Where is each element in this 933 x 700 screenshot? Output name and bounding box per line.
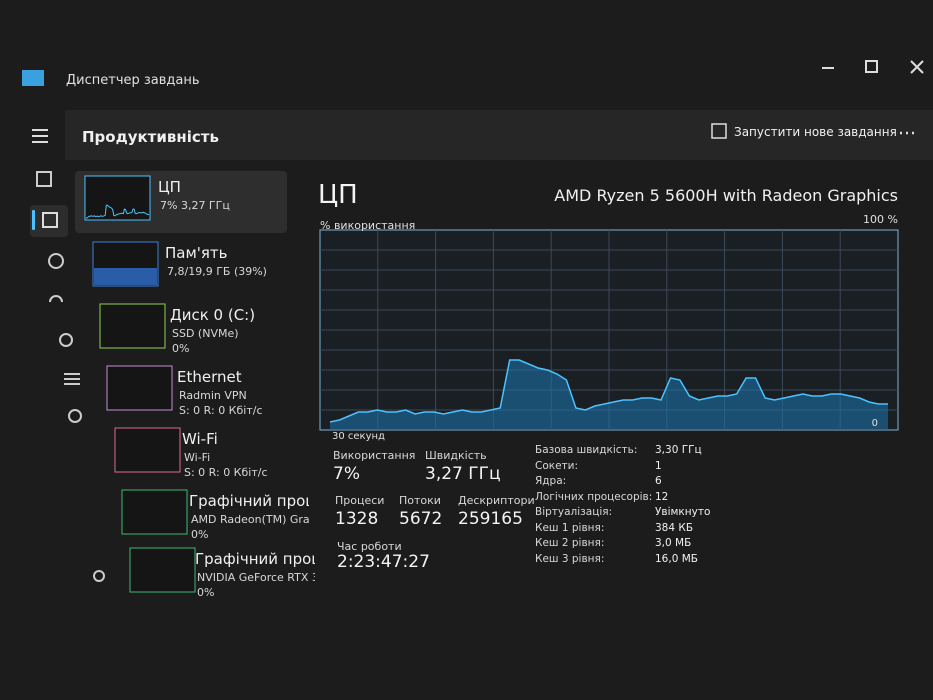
- detail-value: 3,30 ГГц: [655, 444, 702, 456]
- stat-value: 259165: [458, 509, 523, 529]
- device-detail: 7,8/19,9 ГБ (39%): [167, 265, 267, 278]
- nav-performance[interactable]: [42, 212, 58, 228]
- detail-value: 3,0 МБ: [655, 537, 692, 549]
- stat-value: 2:23:47:27: [337, 552, 430, 572]
- device-detail: 7% 3,27 ГГц: [160, 199, 230, 212]
- device-name[interactable]: Пам'ять: [165, 244, 228, 262]
- device-detail: AMD Radeon(TM) Grapl: [191, 513, 309, 526]
- stat-label: Використання: [333, 449, 416, 462]
- cpu-model: AMD Ryzen 5 5600H with Radeon Graphics: [554, 186, 898, 205]
- menu-button[interactable]: [32, 129, 48, 143]
- device-name[interactable]: Wi-Fi: [182, 430, 218, 448]
- window-title: Диспетчер завдань: [66, 73, 200, 88]
- device-name[interactable]: ЦП: [158, 178, 181, 196]
- maximize-button[interactable]: [865, 60, 878, 73]
- detail-label: Базова швидкість:: [535, 444, 638, 456]
- detail-value: 1: [655, 459, 662, 472]
- memory-fill: [94, 268, 157, 285]
- stat-label: Час роботи: [337, 540, 402, 553]
- header-bar: [65, 110, 933, 160]
- page-title: Продуктивність: [82, 128, 219, 146]
- graph-max-label: 100 %: [863, 213, 898, 226]
- nav-settings[interactable]: [93, 570, 105, 582]
- device-detail: SSD (NVMe): [172, 327, 239, 340]
- nav-startup[interactable]: [49, 295, 63, 303]
- usage-line: [329, 359, 888, 423]
- cpu-title: ЦП: [318, 180, 358, 210]
- stat-value: 7%: [333, 464, 360, 484]
- device-name[interactable]: Графічний проце: [195, 550, 315, 568]
- detail-value: 6: [655, 475, 662, 487]
- device-detail: Wi-Fi: [184, 451, 211, 464]
- detail-value: 384 КБ: [655, 521, 694, 534]
- device-name[interactable]: Ethernet: [177, 368, 242, 386]
- detail-value: 16,0 МБ: [655, 552, 698, 565]
- device-detail: NVIDIA GeForce RTX 305: [197, 571, 315, 584]
- device-detail: S: 0 R: 0 Кбіт/с: [179, 404, 263, 417]
- stat-value: 1328: [335, 509, 379, 529]
- stat-label: Процеси: [335, 494, 385, 507]
- device-thumbnail: [106, 365, 173, 411]
- graph-label: % використання: [320, 219, 416, 232]
- stat-value: 5672: [399, 509, 443, 529]
- stat-label: Дескриптори: [458, 494, 535, 507]
- stat-label: Швидкість: [425, 449, 487, 462]
- device-name[interactable]: Диск 0 (C:): [170, 306, 256, 324]
- detail-label: Кеш 3 рівня:: [535, 552, 605, 565]
- detail-label: Кеш 1 рівня:: [535, 521, 605, 534]
- app-icon: [22, 70, 44, 86]
- nav-selected-bg: [30, 205, 68, 237]
- close-button[interactable]: [910, 60, 924, 74]
- nav-users[interactable]: [59, 333, 73, 347]
- graph-min-label: 0: [871, 418, 878, 429]
- detail-label: Кеш 2 рівня:: [535, 537, 605, 549]
- nav-details[interactable]: [64, 373, 80, 385]
- device-thumbnail: [114, 427, 181, 473]
- run-task-button[interactable]: Запустити нове завдання: [734, 125, 897, 139]
- thumbnail-line: [85, 204, 149, 219]
- device-detail: S: 0 R: 0 Кбіт/с: [184, 466, 268, 479]
- nav-history[interactable]: [48, 253, 64, 269]
- detail-label: Сокети:: [535, 459, 579, 472]
- device-thumbnail: [121, 489, 188, 535]
- device-thumbnail: [84, 175, 151, 221]
- stat-label: Потоки: [399, 494, 441, 507]
- device-detail: 0%: [191, 528, 209, 541]
- device-detail: 0%: [197, 586, 215, 599]
- device-thumbnail: [99, 303, 166, 349]
- graph-time-label: 30 секунд: [332, 431, 385, 442]
- detail-label: Віртуалізація:: [535, 506, 613, 518]
- device-detail: Radmin VPN: [179, 389, 247, 402]
- device-name[interactable]: Графічний проце: [189, 492, 309, 510]
- detail-value: Увімкнуто: [655, 506, 711, 518]
- detail-label: Ядра:: [535, 475, 567, 487]
- stat-value: 3,27 ГГц: [425, 464, 501, 484]
- detail-label: Логічних процесорів:: [535, 490, 653, 503]
- run-task-icon: [711, 123, 727, 139]
- device-thumbnail: [129, 547, 196, 593]
- device-detail: 0%: [172, 342, 190, 355]
- nav-processes[interactable]: [36, 171, 52, 187]
- detail-value: 12: [655, 490, 669, 503]
- nav-indicator: [32, 210, 35, 230]
- usage-area: [330, 360, 888, 430]
- nav-services[interactable]: [68, 409, 82, 423]
